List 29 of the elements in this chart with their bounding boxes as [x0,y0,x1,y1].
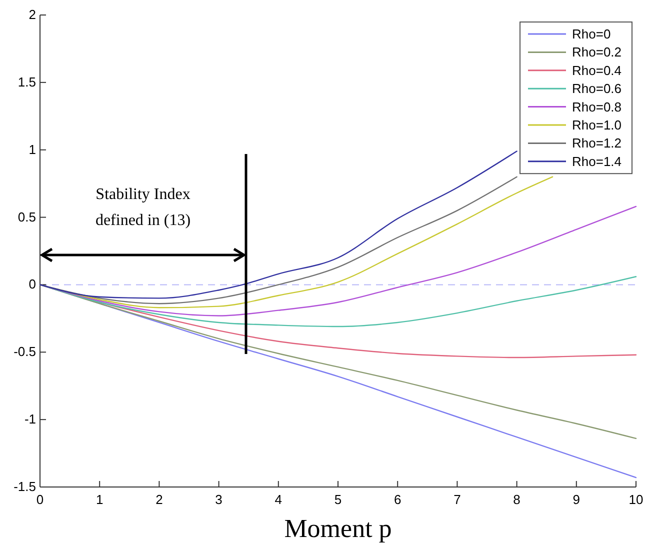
legend-label: Rho=1.2 [572,136,622,151]
x-tick-label: 8 [513,492,520,507]
x-tick-label: 4 [274,492,282,507]
legend-label: Rho=0.4 [572,62,622,78]
y-tick-label: -1 [24,412,36,427]
y-tick-label: 0 [28,276,36,292]
x-tick-label: 5 [334,492,342,507]
legend-label: Rho=1.0 [572,118,622,132]
y-tick-label: 1 [28,142,36,157]
x-tick-label: 7 [454,492,461,507]
y-tick-label: 2 [28,7,36,22]
legend-label: Rho=0.2 [572,44,622,60]
x-tick-label: 2 [156,492,163,507]
y-tick-label: 1.5 [18,74,36,90]
y-tick-label: -1.5 [14,479,36,494]
annotation: Stability Index defined in (13) [95,186,191,229]
x-tick-label: 10 [628,492,644,507]
x-tick-label: 6 [394,492,402,507]
x-axis-title: Moment p [284,514,392,543]
legend-label: Rho=1.4 [572,154,622,169]
x-tick-label: 1 [96,492,104,507]
y-tick-label: 0.5 [18,209,36,224]
legend-label: Rho=0 [572,26,611,42]
x-tick-label: 3 [215,492,222,507]
legend-label: Rho=0.8 [572,99,622,114]
x-tick-label: 9 [572,492,580,507]
line-series [39,150,518,299]
legend-label: Rho=0.6 [572,81,622,96]
y-tick-label: -0.5 [14,344,36,360]
